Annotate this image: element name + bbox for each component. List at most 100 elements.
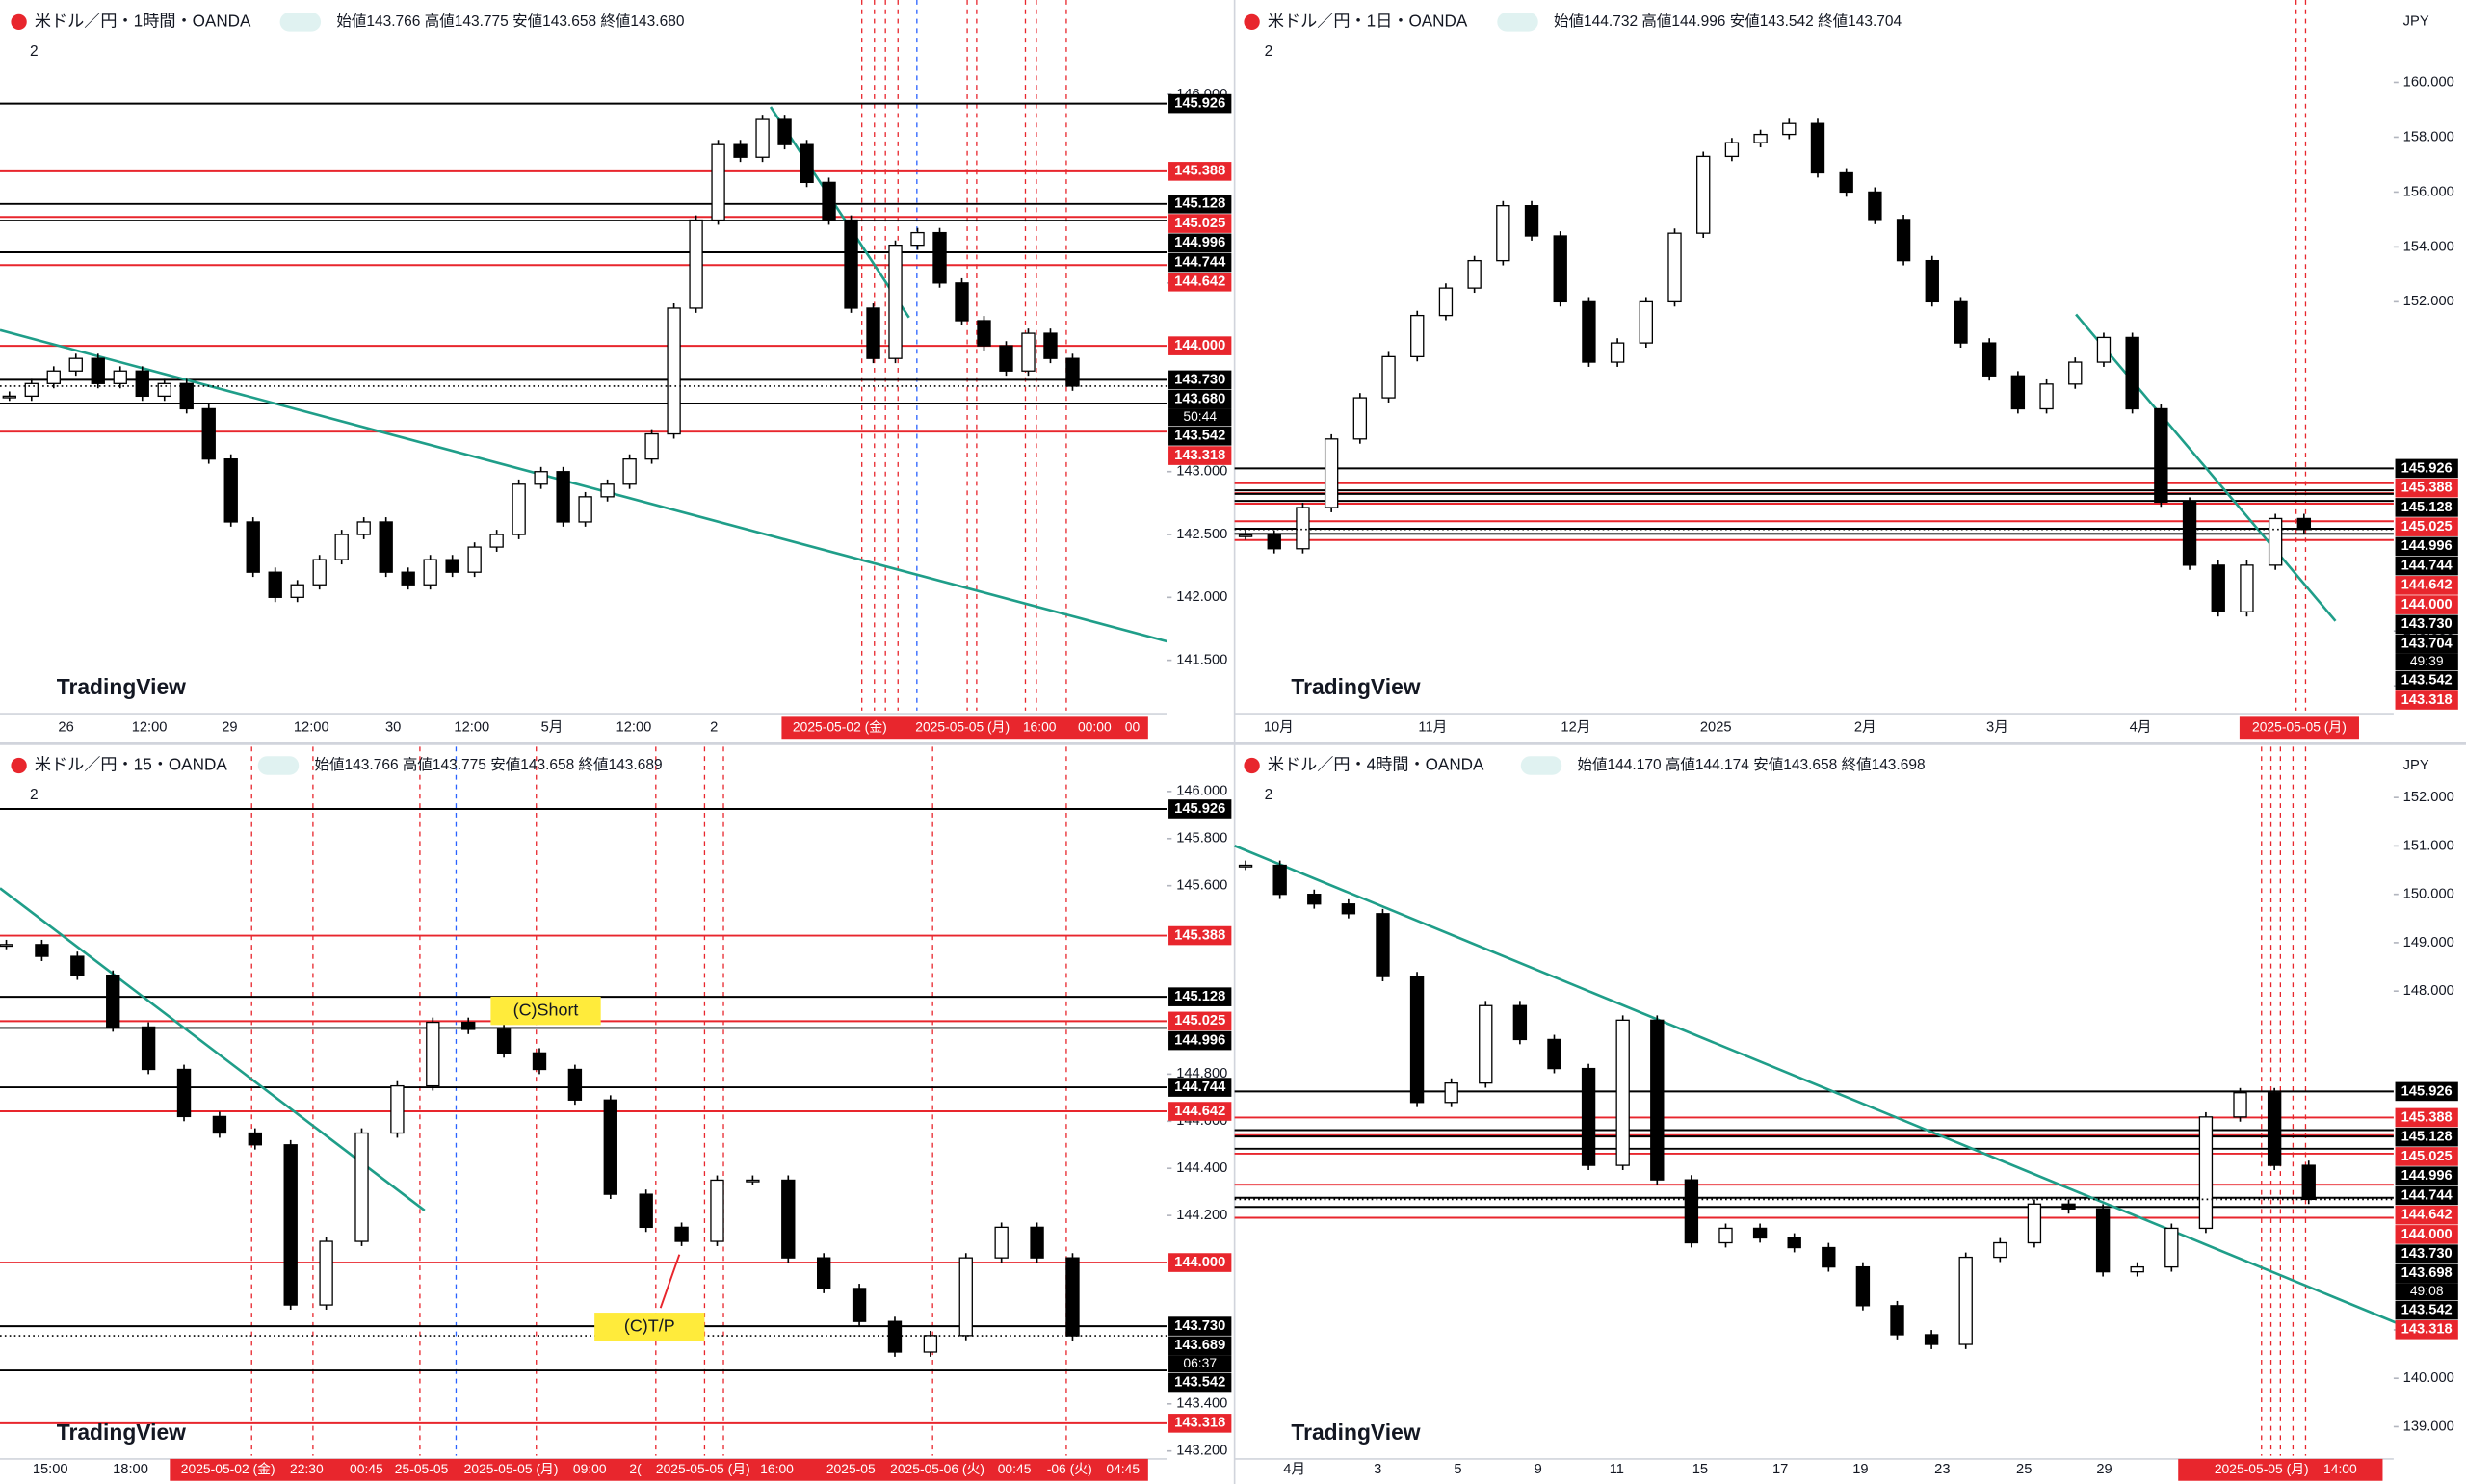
price-label: 145.128 xyxy=(1174,989,1225,1004)
countdown-box xyxy=(2395,653,2458,671)
countdown: 06:37 xyxy=(1183,1355,1217,1370)
x-tick-label: 12:00 xyxy=(454,720,489,736)
candle xyxy=(461,1021,476,1030)
candle xyxy=(113,370,127,384)
candle xyxy=(1782,122,1797,136)
candle xyxy=(1855,1265,1871,1307)
y-tick-label: 145.800 xyxy=(1176,831,1227,846)
candle xyxy=(401,571,415,586)
candle xyxy=(2125,336,2139,410)
price-label: 144.000 xyxy=(1174,1255,1225,1270)
price-label-box xyxy=(1168,1336,1232,1356)
y-tick-label: 151.000 xyxy=(2403,838,2454,853)
price-label-box xyxy=(2395,1147,2458,1166)
candle xyxy=(1925,259,1939,303)
price-label: 144.996 xyxy=(1174,235,1225,250)
candle xyxy=(319,1240,333,1306)
candle xyxy=(1524,205,1539,237)
price-label-box xyxy=(1168,987,1232,1006)
price-label-box xyxy=(1168,93,1232,114)
trendline xyxy=(0,887,426,1211)
price-label: 143.704 xyxy=(2401,636,2453,651)
candle xyxy=(887,1320,903,1353)
price-label-box xyxy=(2395,690,2458,710)
price-label: 145.025 xyxy=(1174,216,1225,231)
price-label: 143.542 xyxy=(1174,429,1225,444)
y-tick-label: 148.000 xyxy=(2403,983,2454,999)
x-tick-label: 19 xyxy=(1852,1462,1868,1477)
price-label: 145.926 xyxy=(1174,801,1225,817)
chart-title: 米ドル／円・15・OANDA xyxy=(35,755,227,774)
time-label: 2025-05-05 (月) xyxy=(464,1461,559,1476)
price-label: 143.318 xyxy=(2401,692,2453,708)
candle xyxy=(246,521,260,573)
y-tick-label: 158.000 xyxy=(2403,129,2454,144)
x-tick-label: 12:00 xyxy=(616,720,652,736)
x-tick-label: 25 xyxy=(2016,1462,2032,1477)
candle xyxy=(2198,1116,2214,1230)
ohlc: 始値143.766 高値143.775 安値143.658 終値143.689 xyxy=(315,756,663,773)
candle xyxy=(1752,1227,1768,1239)
candle xyxy=(1479,1004,1493,1084)
price-label: 144.996 xyxy=(1174,1032,1225,1048)
price-label-box xyxy=(1168,370,1232,390)
candle xyxy=(1954,300,1968,344)
candle xyxy=(639,1193,653,1229)
annotation: (C)T/P xyxy=(624,1315,675,1335)
time-label: 2025-05-05 (月) xyxy=(2252,718,2347,734)
y-tick-label: 146.000 xyxy=(1176,784,1227,799)
candle xyxy=(423,559,437,586)
candle xyxy=(1582,300,1596,363)
price-label-box xyxy=(2395,670,2458,690)
time-label: 2025-05 xyxy=(826,1461,876,1476)
x-tick-label: 12:00 xyxy=(132,720,168,736)
candle xyxy=(977,320,991,347)
x-tick-label: 5月 xyxy=(541,720,564,736)
chart-title: 米ドル／円・1時間・OANDA xyxy=(35,11,251,30)
chart-title: 米ドル／円・4時間・OANDA xyxy=(1268,755,1484,774)
indicator-count[interactable]: 2 xyxy=(1265,43,1273,60)
status-pill xyxy=(1520,756,1562,775)
candle xyxy=(1238,864,1253,868)
candle xyxy=(1496,205,1510,262)
candle xyxy=(2068,361,2083,385)
indicator-count[interactable]: 2 xyxy=(1265,787,1273,803)
candle xyxy=(816,1257,831,1289)
indicator-count[interactable]: 2 xyxy=(30,43,39,60)
watermark: TradingView xyxy=(1291,1419,1420,1445)
ohlc: 始値144.732 高値144.996 安値143.542 終値143.704 xyxy=(1554,13,1902,30)
countdown-box xyxy=(1168,1355,1232,1373)
candle xyxy=(1724,142,1740,158)
candle xyxy=(534,471,548,485)
price-label: 145.128 xyxy=(2401,500,2453,515)
candle xyxy=(1021,332,1036,372)
x-tick-label: 23 xyxy=(1934,1462,1950,1477)
x-tick-label: 5 xyxy=(1454,1462,1461,1477)
candle xyxy=(1684,1179,1699,1244)
y-tick-label: 141.500 xyxy=(1176,652,1227,667)
countdown: 49:39 xyxy=(2410,653,2444,668)
price-label: 144.000 xyxy=(2401,1227,2453,1242)
price-label: 143.318 xyxy=(2401,1322,2453,1338)
candle xyxy=(2240,564,2254,612)
candle xyxy=(999,345,1013,372)
candle xyxy=(1993,1241,2007,1259)
price-label: 144.000 xyxy=(1174,338,1225,353)
x-tick-label: 29 xyxy=(222,720,237,736)
trendline xyxy=(0,328,1167,643)
x-tick-label: 3 xyxy=(1374,1462,1381,1477)
countdown: 50:44 xyxy=(1183,408,1217,424)
price-label: 143.730 xyxy=(1174,1318,1225,1334)
price-label: 145.388 xyxy=(1174,927,1225,943)
x-tick-label: 11 xyxy=(1610,1462,1624,1477)
indicator-count[interactable]: 2 xyxy=(30,787,39,803)
candle xyxy=(1981,342,1997,377)
candle xyxy=(496,1028,512,1054)
time-label: 00:00 xyxy=(1078,718,1112,734)
candle xyxy=(667,307,681,435)
price-label-box xyxy=(2395,1300,2458,1320)
candle xyxy=(1296,507,1310,550)
x-tick-label: 4月 xyxy=(2130,720,2152,736)
price-label-box xyxy=(2395,1205,2458,1225)
y-tick-label: 145.600 xyxy=(1176,878,1227,894)
